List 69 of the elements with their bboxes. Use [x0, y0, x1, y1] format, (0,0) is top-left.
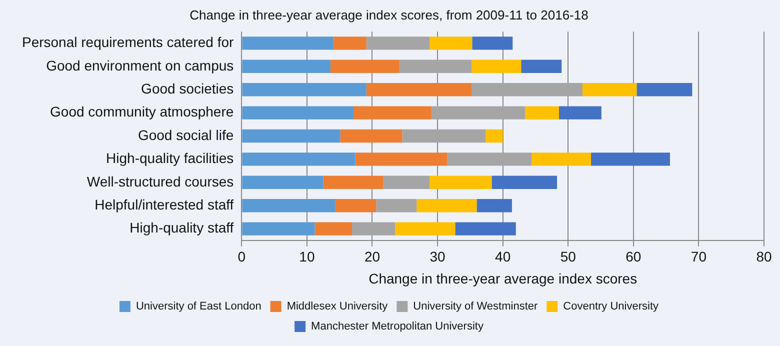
bar	[354, 106, 432, 120]
bar	[430, 176, 492, 190]
x-tick-label: 60	[626, 248, 642, 265]
bar	[383, 176, 430, 190]
bar	[521, 60, 562, 74]
legend-label: Middlesex University	[286, 300, 388, 313]
bar	[334, 36, 366, 50]
bar	[242, 176, 324, 190]
y-tick-label: High-quality staff	[130, 220, 234, 236]
bar	[352, 222, 396, 236]
x-tick-label: 40	[495, 248, 511, 265]
y-tick-label: Good societies	[141, 80, 234, 96]
bar	[582, 82, 637, 96]
legend-label: University of Westminster	[413, 300, 538, 313]
x-tick-label: 50	[560, 248, 576, 265]
bar	[455, 222, 516, 236]
bar	[416, 198, 477, 212]
bar	[447, 152, 532, 166]
x-tick-label: 10	[299, 248, 315, 265]
bar	[399, 60, 472, 74]
bar	[242, 222, 315, 236]
bar	[242, 36, 334, 50]
bar	[431, 106, 526, 120]
bar	[242, 106, 354, 120]
bar	[492, 176, 558, 190]
bar	[335, 198, 376, 212]
bar	[355, 152, 448, 166]
bar	[366, 36, 430, 50]
y-tick-label: Helpful/interested staff	[94, 196, 234, 212]
bar	[376, 198, 417, 212]
bar	[323, 176, 384, 190]
x-tick-label: 80	[756, 248, 772, 265]
bar	[472, 36, 513, 50]
bar	[558, 106, 602, 120]
y-tick-label: High-quality facilities	[106, 150, 234, 166]
bar	[590, 152, 670, 166]
bar	[330, 60, 400, 74]
legend-label: Manchester Metropolitan University	[311, 320, 484, 333]
bar	[532, 152, 591, 166]
legend-label: University of East London	[136, 300, 262, 313]
chart-title: Change in three-year average index scores, from 2009-11 to 2016-18	[190, 7, 588, 22]
bar	[486, 129, 503, 143]
bar	[314, 222, 352, 236]
y-tick-label: Good community atmosphere	[50, 104, 234, 120]
y-tick-label: Personal requirements catered for	[22, 34, 234, 50]
x-tick-label: 20	[364, 248, 380, 265]
bar	[430, 36, 472, 50]
x-axis-title: Change in three-year average index scores	[368, 270, 638, 286]
legend-label: Coventry University	[563, 300, 660, 313]
y-tick-label: Good environment on campus	[46, 57, 234, 74]
y-tick-label: Good social life	[138, 126, 234, 143]
bar	[242, 129, 340, 143]
y-tick-label: Well-structured courses	[86, 173, 234, 190]
bar	[402, 129, 486, 143]
bar	[476, 198, 512, 212]
bar	[471, 82, 582, 96]
bar	[242, 152, 356, 166]
bar	[471, 60, 522, 74]
bar	[242, 198, 336, 212]
bar	[340, 129, 402, 143]
bar	[525, 106, 559, 120]
bar	[395, 222, 456, 236]
x-tick-label: 0	[238, 248, 246, 265]
bar	[636, 82, 692, 96]
bar	[242, 82, 366, 96]
x-tick-label: 30	[430, 248, 446, 265]
bar	[242, 60, 330, 74]
x-tick-label: 70	[690, 248, 707, 265]
bar	[366, 82, 472, 96]
